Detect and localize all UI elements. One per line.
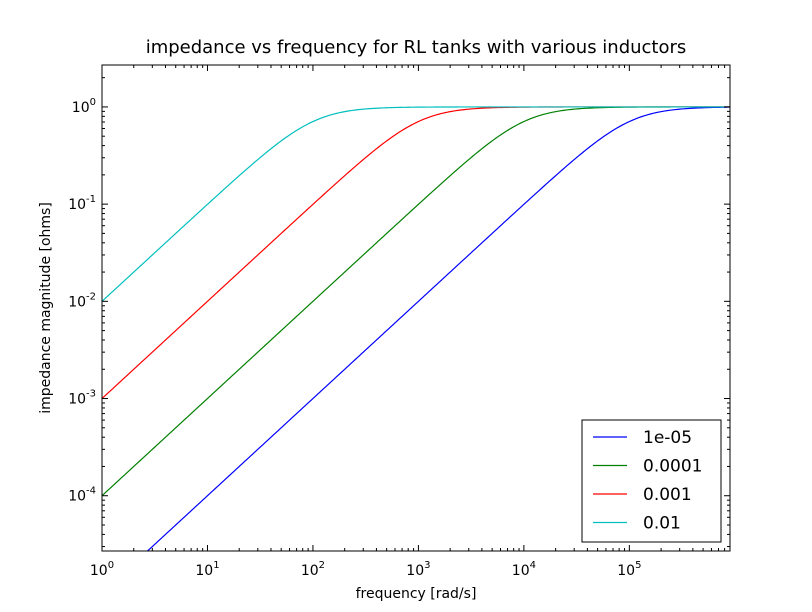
legend-label-2: 0.001 [643,485,692,505]
series-layer [102,106,730,551]
legend-box [581,419,722,543]
legend-label-0: 1e-05 [643,428,692,448]
series-line-0 [146,106,730,551]
legend: 1e-05 0.0001 0.001 0.01 [581,419,722,543]
series-line-3 [102,106,730,302]
chart-title: impedance vs frequency for RL tanks with… [146,37,687,58]
legend-label-3: 0.01 [643,514,681,534]
y-axis-label: impedance magnitude [ohms] [38,202,54,414]
legend-label-1: 0.0001 [643,457,702,477]
x-axis-label: frequency [rad/s] [356,586,477,602]
plot-frame [101,64,731,552]
